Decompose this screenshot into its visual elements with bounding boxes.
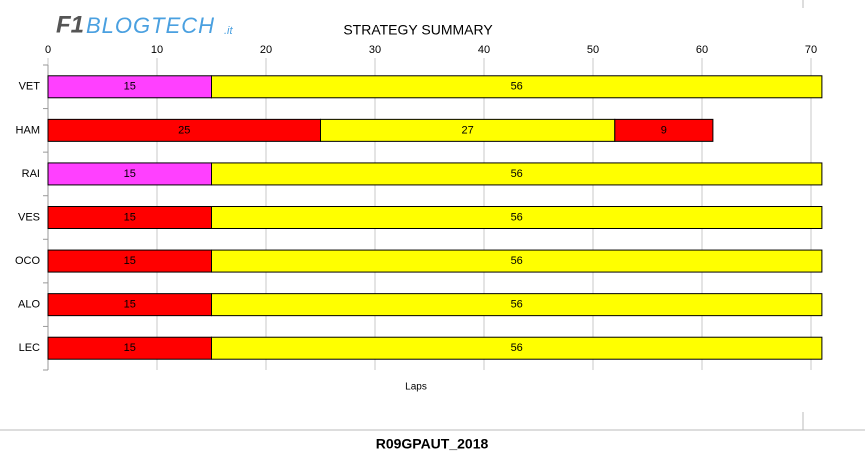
data-label: 25	[178, 124, 190, 136]
bar-segment	[211, 293, 823, 317]
bar-segment	[211, 75, 823, 99]
chart-title: STRATEGY SUMMARY	[343, 22, 493, 38]
x-tick-label: 60	[696, 44, 708, 56]
x-tick-label: 0	[45, 44, 51, 56]
x-axis-label: Laps	[405, 382, 427, 393]
bar-segment	[211, 162, 823, 186]
data-label: 15	[124, 168, 136, 180]
x-tick-label: 50	[587, 44, 599, 56]
x-tick-label: 10	[151, 44, 163, 56]
y-tick-label: HAM	[16, 124, 40, 136]
data-label: 15	[124, 211, 136, 223]
data-label: 27	[462, 124, 474, 136]
y-tick-label: OCO	[15, 255, 41, 267]
data-label: 56	[511, 168, 523, 180]
data-label: 15	[124, 81, 136, 93]
x-tick-label: 70	[805, 44, 817, 56]
logo-name: BLOGTECH	[86, 13, 215, 38]
data-label: 56	[511, 255, 523, 267]
data-label: 15	[124, 255, 136, 267]
data-label: 9	[661, 124, 667, 136]
y-tick-label: LEC	[19, 342, 40, 354]
data-label: 56	[511, 211, 523, 223]
y-tick-label: ALO	[18, 299, 40, 311]
x-tick-label: 40	[478, 44, 490, 56]
data-label: 56	[511, 342, 523, 354]
footer-label: R09GPAUT_2018	[376, 436, 489, 452]
y-tick-label: VET	[19, 81, 41, 93]
data-label: 56	[511, 81, 523, 93]
y-tick-label: RAI	[22, 168, 40, 180]
x-tick-label: 20	[260, 44, 272, 56]
data-label: 56	[511, 299, 523, 311]
data-label: 15	[124, 299, 136, 311]
data-label: 15	[124, 342, 136, 354]
logo-suffix: .it	[224, 25, 234, 37]
bar-segment	[211, 336, 823, 360]
logo: F1 BLOGTECH .it	[56, 11, 234, 38]
bar-segment	[211, 206, 823, 229]
y-tick-label: VES	[18, 211, 40, 223]
x-tick-label: 30	[369, 44, 381, 56]
bar-segment	[614, 118, 714, 142]
bar-segment	[211, 249, 823, 273]
logo-brand: F1	[56, 11, 84, 38]
